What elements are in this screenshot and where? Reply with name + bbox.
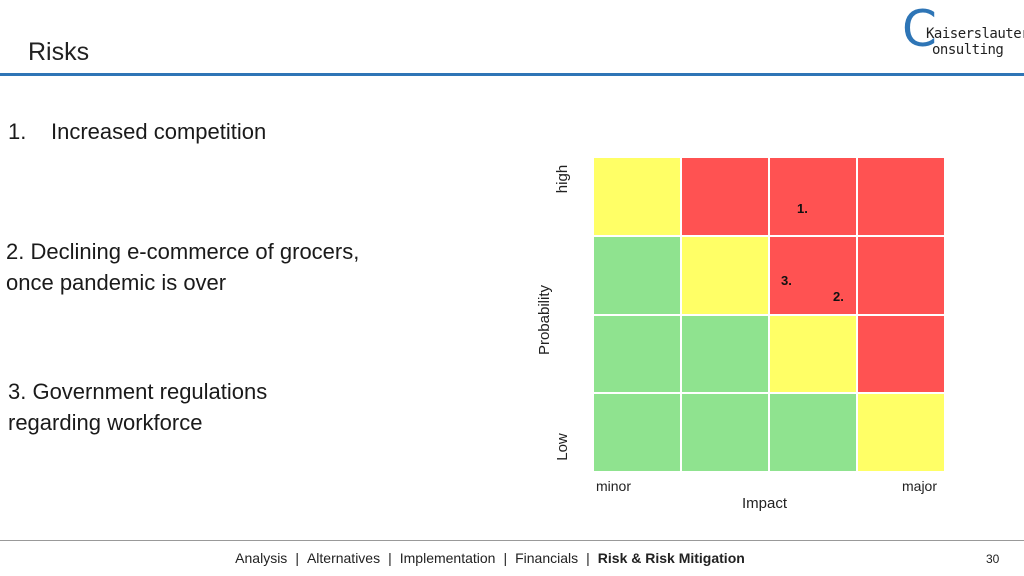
footer-nav: Analysis | Alternatives | Implementation | Fin… <box>0 550 980 566</box>
risk-3-line-2: regarding workforce <box>8 410 203 435</box>
matrix-cell-green <box>681 393 769 472</box>
risk-item-1: 1. Increased competition <box>8 116 266 147</box>
y-axis-low-label: Low <box>554 433 571 461</box>
matrix-cell-green <box>681 314 769 394</box>
matrix-cell-green <box>593 314 681 394</box>
slide-title: Risks <box>28 38 90 66</box>
footer-nav-item[interactable]: Financials <box>515 550 579 566</box>
matrix-cell-yellow <box>593 157 681 236</box>
risk-marker: 2. <box>833 288 844 304</box>
risk-marker: 1. <box>797 201 808 216</box>
risk-2-line-2: once pandemic is over <box>6 270 227 295</box>
risk-item-3: 3. Government regulations regarding work… <box>8 376 267 438</box>
x-axis-min-label: minor <box>596 478 632 494</box>
footer-nav-item[interactable]: Analysis <box>235 550 288 566</box>
matrix-cell-green <box>593 235 681 315</box>
footer-nav-item[interactable]: Alternatives <box>306 550 381 566</box>
footer-nav-item[interactable]: Risk & Risk Mitigation <box>597 550 745 566</box>
y-axis-high-label: high <box>554 164 571 194</box>
risk-marker: 3. <box>781 272 792 288</box>
y-axis-title: Probability <box>536 284 553 356</box>
footer-separator: | <box>503 550 508 566</box>
matrix-cell-red <box>769 157 857 236</box>
page-number: 30 <box>986 552 1000 566</box>
logo-line-2: onsulting <box>932 42 1004 58</box>
matrix-cell-red <box>857 157 945 236</box>
matrix-cell-red <box>857 235 945 315</box>
title-underline <box>0 73 1024 76</box>
footer-separator: | <box>586 550 590 566</box>
footer-divider <box>0 540 1024 541</box>
matrix-cell-green <box>593 393 681 472</box>
matrix-cell-green <box>769 393 857 472</box>
matrix-cell-red <box>681 157 769 236</box>
matrix-cell-red <box>857 314 945 394</box>
risk-item-2: 2. Declining e-commerce of grocers, once… <box>6 236 359 298</box>
risk-3-line-1: 3. Government regulations <box>8 379 268 404</box>
footer-nav-item[interactable]: Implementation <box>399 550 496 566</box>
risk-1-number: 1. <box>8 119 27 144</box>
footer-separator: | <box>295 550 299 566</box>
company-logo: C Kaiserslautern onsulting <box>902 4 1024 62</box>
risk-matrix: 1. 3. 2. <box>593 157 945 472</box>
matrix-cell-yellow <box>681 235 769 315</box>
x-axis-title: Impact <box>742 495 788 512</box>
matrix-cell-yellow <box>769 314 857 394</box>
logo-letter: C <box>902 0 937 58</box>
matrix-cell-red <box>769 235 857 315</box>
footer-separator: | <box>388 550 392 566</box>
risk-2-line-1: 2. Declining e-commerce of grocers, <box>6 239 360 264</box>
x-axis-max-label: major <box>902 478 938 494</box>
matrix-cell-yellow <box>857 393 945 472</box>
risk-1-text: Increased competition <box>51 119 267 144</box>
logo-line-1: Kaiserslautern <box>926 26 1024 42</box>
